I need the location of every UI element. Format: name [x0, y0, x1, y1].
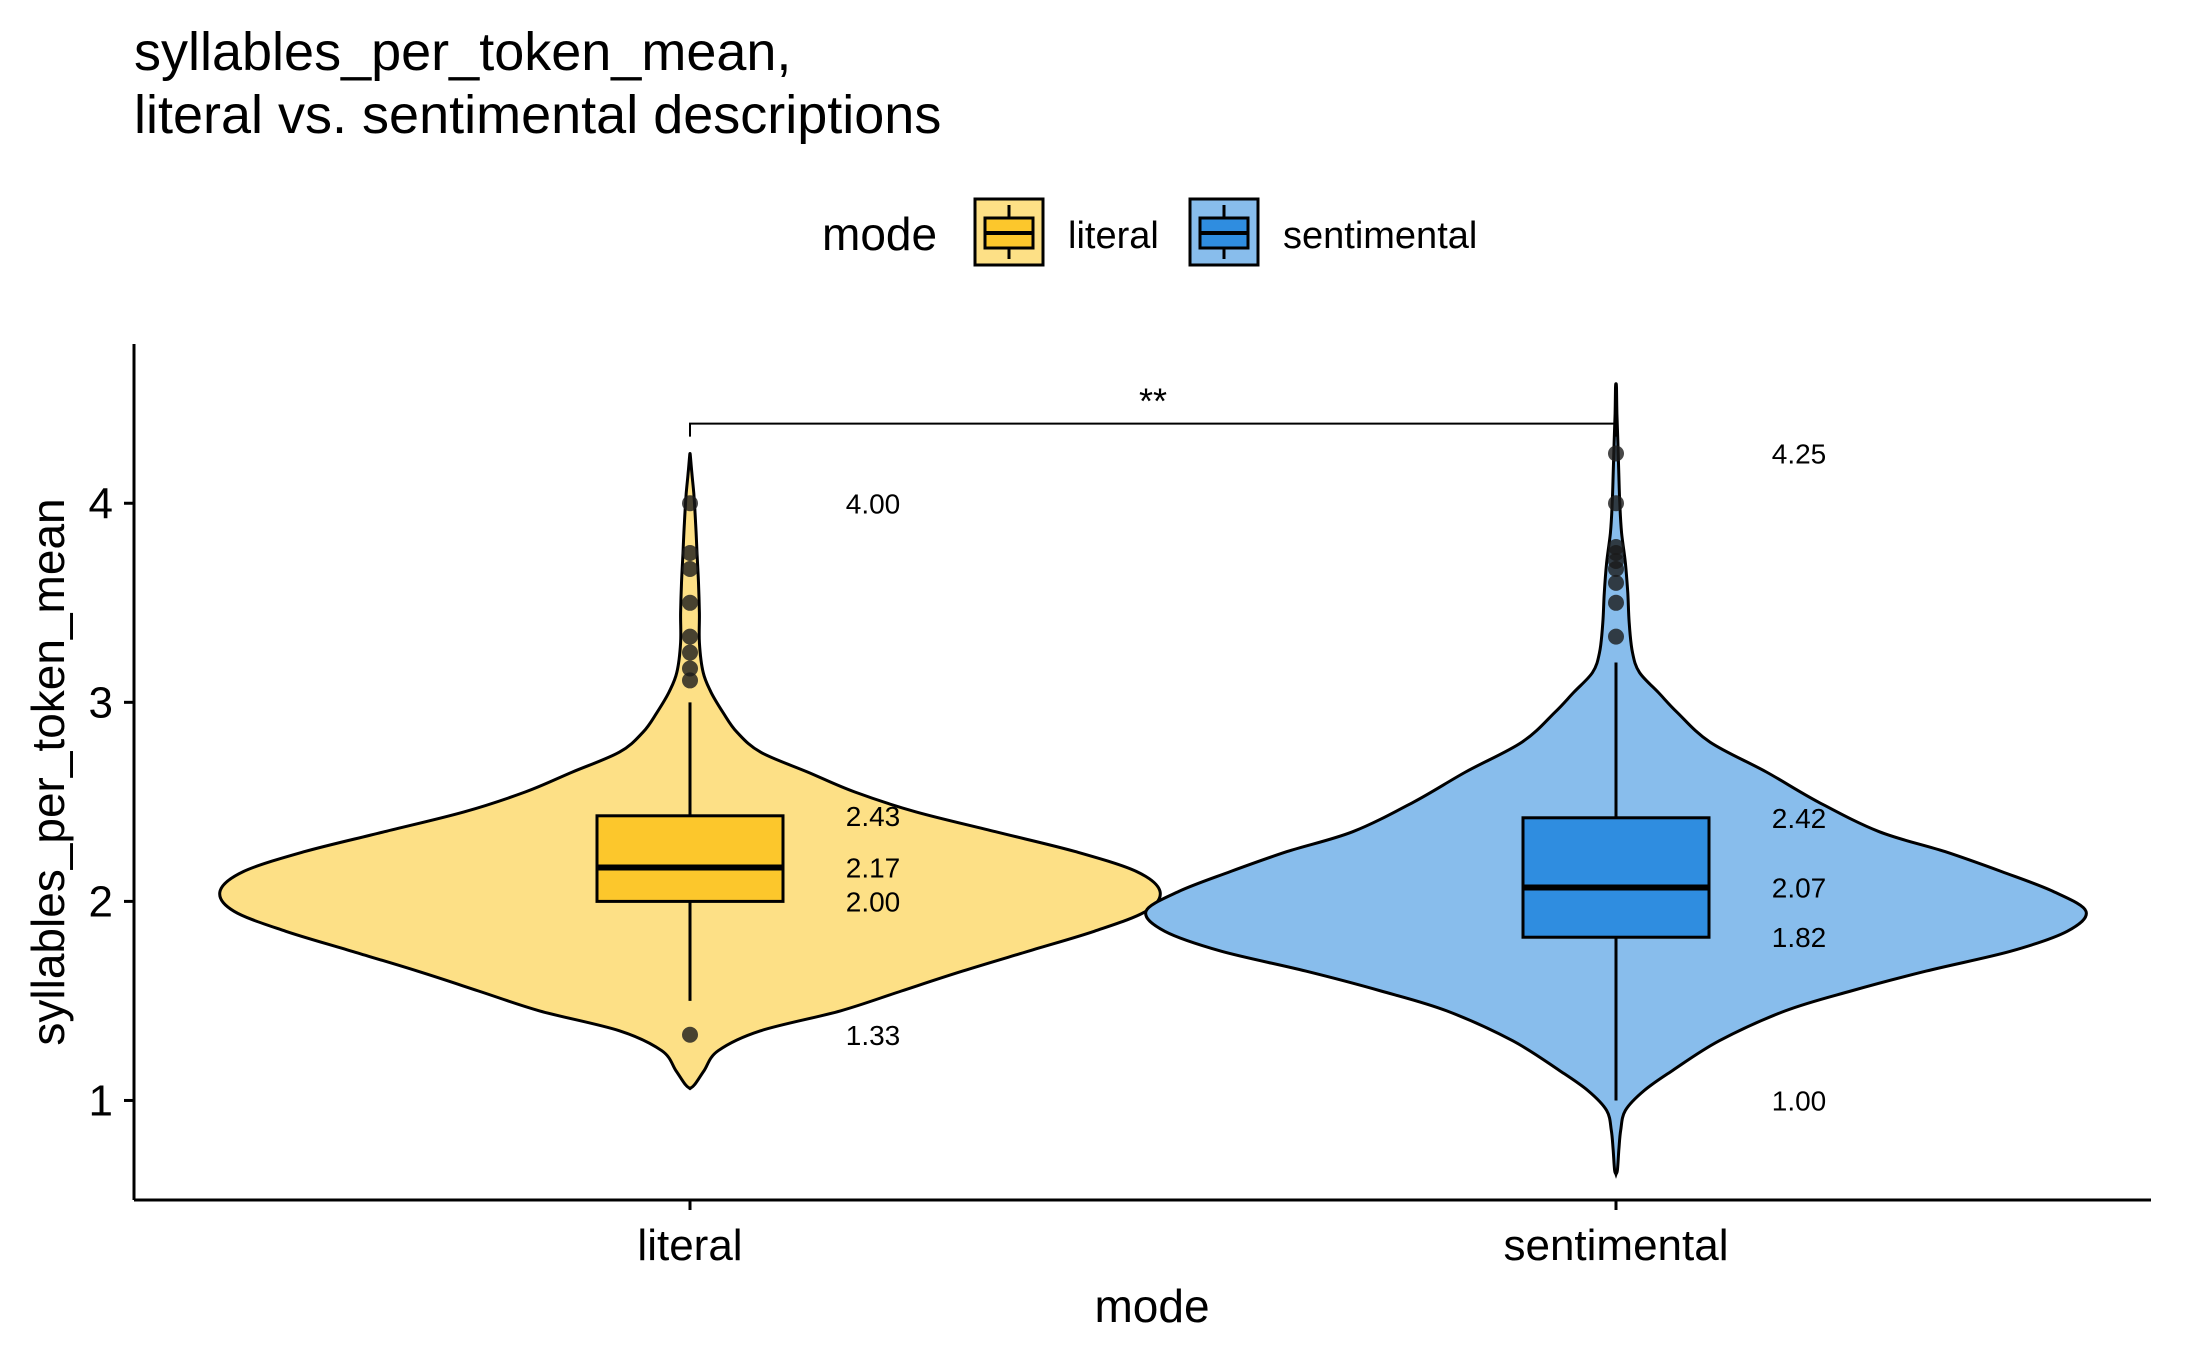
annotation-label-sentimental-3: 1.82 — [1772, 922, 1827, 953]
outlier-point-sentimental-7 — [1608, 594, 1624, 611]
annotation-label-sentimental-2: 2.07 — [1772, 872, 1827, 903]
outlier-point-literal-2 — [682, 560, 698, 577]
legend-key-literal — [973, 197, 1045, 267]
outlier-point-literal-5 — [682, 644, 698, 661]
legend: mode literal sentimental — [822, 197, 1477, 267]
legend-label-literal: literal — [1068, 215, 1159, 257]
series-literal: 4.00 2.43 2.172.00 1.33 — [218, 451, 1162, 1091]
annotation-label-literal-0: 4.00 — [846, 488, 901, 519]
annotation-label-literal-2: 2.17 — [846, 853, 901, 884]
series-sentimental: 4.25 2.42 2.07 1.82 1.00 — [1144, 382, 2088, 1179]
legend-key-sentimental — [1188, 197, 1260, 267]
outlier-point-sentimental-0 — [1608, 445, 1624, 462]
plot-marks: 4.00 2.43 2.172.00 1.33 4.25 2.42 2.07 1.82 1.00… — [218, 381, 2088, 1179]
annotation-label-sentimental-4: 1.00 — [1772, 1085, 1827, 1116]
outlier-point-literal-1 — [682, 545, 698, 562]
outlier-point-literal-8 — [682, 1026, 698, 1043]
outlier-point-sentimental-8 — [1608, 628, 1624, 645]
box-literal — [595, 814, 785, 903]
y-tick-label-4: 4 — [89, 479, 113, 528]
x-axis-label: mode — [1094, 1280, 1209, 1332]
annotation-label-literal-3: 2.00 — [846, 886, 901, 917]
significance-line — [689, 422, 1617, 437]
significance-label: ** — [1139, 381, 1167, 422]
annotation-label-sentimental-1: 2.42 — [1772, 803, 1827, 834]
y-tick-label-3: 3 — [89, 678, 113, 727]
legend-title: mode — [822, 208, 937, 260]
outlier-point-literal-7 — [682, 672, 698, 689]
y-axis-label: syllables_per_token_mean — [22, 498, 74, 1045]
box-sentimental — [1521, 816, 1711, 939]
x-tick-label-literal: literal — [637, 1221, 742, 1270]
chart-title-line-1: syllables_per_token_mean, — [134, 22, 791, 82]
annotation-label-literal-1: 2.43 — [846, 801, 901, 832]
outlier-point-sentimental-1 — [1608, 495, 1624, 512]
outlier-point-literal-6 — [682, 660, 698, 677]
y-tick-label-2: 2 — [89, 877, 113, 926]
outlier-point-literal-0 — [682, 495, 698, 512]
annotation-label-literal-4: 1.33 — [846, 1020, 901, 1051]
legend-label-sentimental: sentimental — [1283, 215, 1477, 257]
y-ticks: 1 2 3 4 — [89, 479, 134, 1125]
y-tick-label-1: 1 — [89, 1076, 113, 1125]
chart-title-line-2: literal vs. sentimental descriptions — [134, 85, 941, 145]
x-ticks: literal sentimental — [637, 1200, 1729, 1270]
outlier-point-sentimental-6 — [1608, 574, 1624, 591]
outlier-point-sentimental-5 — [1608, 560, 1624, 577]
x-tick-label-sentimental: sentimental — [1503, 1221, 1728, 1270]
outlier-point-literal-4 — [682, 628, 698, 645]
significance-bracket: ** — [689, 381, 1617, 437]
annotation-label-sentimental-0: 4.25 — [1772, 438, 1827, 469]
outlier-point-literal-3 — [682, 594, 698, 611]
